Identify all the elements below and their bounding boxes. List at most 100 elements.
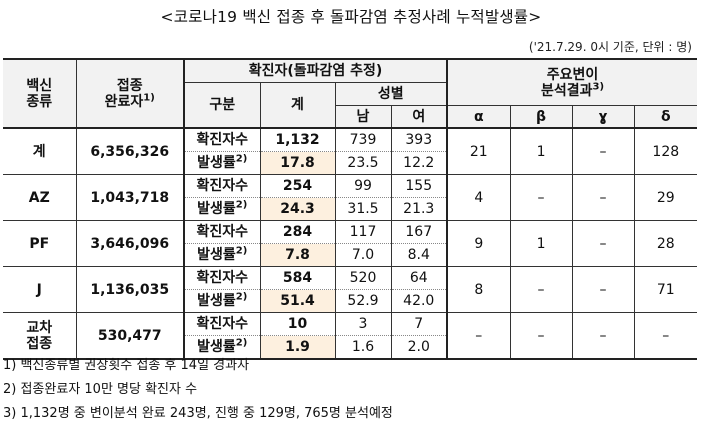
cases-total: 254 (259, 174, 335, 198)
row-label-cases: 확진자수 (183, 127, 260, 152)
variant-beta: – (509, 174, 573, 221)
variant-alpha: 8 (446, 266, 511, 313)
variant-gamma: – (571, 266, 635, 313)
variant-delta: 128 (633, 127, 698, 175)
row-label-rate: 발생률2) (183, 151, 260, 175)
vaccine-name: J (3, 266, 76, 313)
header-total: 계 (259, 82, 335, 129)
completed-count: 1,136,035 (75, 266, 184, 313)
header-vaccine: 백신 종류 (3, 58, 76, 129)
cases-female: 167 (390, 220, 448, 244)
vaccine-name: AZ (3, 174, 76, 221)
breakthrough-table: 백신 종류 접종 완료자1) 확진자(돌파감염 추정) 주요변이 분석결과3) 구분 … (3, 58, 698, 360)
table-row: 발생률2) 1.9 1.6 2.0 (3, 335, 697, 360)
cases-female: 155 (390, 174, 448, 198)
completed-count: 6,356,326 (75, 127, 184, 175)
rate-total: 17.8 (259, 151, 335, 175)
table-row: AZ 1,043,718 확진자수 254 99 155 4– –29 (3, 174, 698, 221)
rate-female: 12.2 (390, 151, 448, 175)
table-row: 교차 접종 530,477 확진자수 10 3 7– – – – (3, 312, 698, 360)
variant-alpha: – (446, 312, 511, 360)
row-label-rate: 발생률2) (183, 243, 260, 267)
footnote-2: 2) 접종완료자 10만 명당 확진자 수 (3, 382, 198, 397)
table-row: 발생률2) 17.8 23.5 12.2 (3, 151, 697, 175)
header-alpha: α (446, 105, 511, 129)
header-delta: δ (633, 105, 698, 129)
variant-delta: 29 (633, 174, 698, 221)
header-confirmed-group: 확진자(돌파감염 추정) (182, 58, 448, 83)
cases-total: 584 (259, 266, 335, 290)
vaccine-name: PF (3, 220, 76, 267)
unit-note: ('21.7.29. 0시 기준, 단위 : 명) (528, 40, 692, 54)
rate-male: 23.5 (334, 151, 391, 175)
variant-gamma: – (571, 312, 635, 360)
header-female: 여 (390, 105, 448, 129)
table-title: <코로나19 백신 접종 후 돌파감염 추정사례 누적발생률> (160, 8, 542, 26)
variant-beta: 1 (509, 127, 573, 175)
header-gamma: ɣ (571, 105, 635, 129)
cases-male: 520 (334, 266, 391, 290)
cases-male: 99 (334, 174, 391, 198)
header-male: 남 (334, 105, 391, 129)
variant-alpha: 9 (446, 220, 511, 267)
rate-female: 8.4 (390, 243, 448, 267)
variant-beta: 1 (509, 220, 573, 267)
row-label-cases: 확진자수 (183, 220, 260, 244)
header-variant-group: 주요변이 분석결과3) (446, 58, 698, 106)
table-row: 발생률2) 51.4 52.9 42.0 (3, 289, 697, 313)
vaccine-name: 계 (3, 127, 76, 175)
cases-total: 1,132 (259, 127, 335, 152)
variant-alpha: 4 (446, 174, 511, 221)
rate-total: 1.9 (259, 335, 335, 360)
variant-delta: – (633, 312, 698, 360)
rate-total: 7.8 (259, 243, 335, 267)
rate-total: 51.4 (259, 289, 335, 313)
rate-total: 24.3 (259, 197, 335, 221)
header-completed: 접종 완료자1) (75, 58, 184, 129)
variant-gamma: – (571, 174, 635, 221)
variant-delta: 71 (633, 266, 698, 313)
variant-beta: – (509, 266, 573, 313)
row-label-cases: 확진자수 (183, 312, 260, 336)
rate-female: 42.0 (390, 289, 448, 313)
rate-male: 52.9 (334, 289, 391, 313)
table-row: PF 3,646,096 확진자수 284 117 167 9 1–28 (3, 220, 698, 267)
cases-male: 3 (334, 312, 391, 336)
header-sex: 성별 (334, 82, 448, 106)
table-row: J 1,136,035 확진자수 584 520 64 8– –71 (3, 266, 698, 313)
cases-male: 117 (334, 220, 391, 244)
row-label-cases: 확진자수 (183, 266, 260, 290)
variant-alpha: 21 (446, 127, 511, 175)
table-row: 계 6,356,326 확진자수 1,132 739 393 21 1–128 (3, 127, 698, 175)
header-beta: β (509, 105, 573, 129)
completed-count: 530,477 (75, 312, 184, 360)
variant-beta: – (509, 312, 573, 360)
table-row: 발생률2) 7.8 7.0 8.4 (3, 243, 697, 267)
rate-male: 7.0 (334, 243, 391, 267)
rate-female: 21.3 (390, 197, 448, 221)
header-category: 구분 (183, 82, 260, 129)
rate-male: 1.6 (334, 335, 391, 360)
variant-gamma: – (571, 127, 635, 175)
footnote-3: 3) 1,132명 중 변이분석 완료 243명, 진행 중 129명, 765… (3, 406, 393, 421)
rate-female: 2.0 (390, 335, 448, 360)
cases-female: 7 (390, 312, 448, 336)
completed-count: 1,043,718 (75, 174, 184, 221)
variant-gamma: – (571, 220, 635, 267)
row-label-rate: 발생률2) (183, 197, 260, 221)
row-label-rate: 발생률2) (183, 289, 260, 313)
vaccine-name: 교차 접종 (3, 312, 76, 360)
cases-total: 284 (259, 220, 335, 244)
footnote-1: 1) 백신종류별 권장횟수 접종 후 14일 경과자 (3, 358, 250, 373)
completed-count: 3,646,096 (75, 220, 184, 267)
table-row: 발생률2) 24.3 31.5 21.3 (3, 197, 697, 221)
row-label-rate: 발생률2) (183, 335, 260, 360)
footnotes: 1) 백신종류별 권장횟수 접종 후 14일 경과자 2) 접종완료자 10만 … (3, 354, 393, 426)
cases-total: 10 (259, 312, 335, 336)
cases-male: 739 (334, 127, 391, 152)
rate-male: 31.5 (334, 197, 391, 221)
row-label-cases: 확진자수 (183, 174, 260, 198)
cases-female: 393 (390, 127, 448, 152)
variant-delta: 28 (633, 220, 698, 267)
cases-female: 64 (390, 266, 448, 290)
